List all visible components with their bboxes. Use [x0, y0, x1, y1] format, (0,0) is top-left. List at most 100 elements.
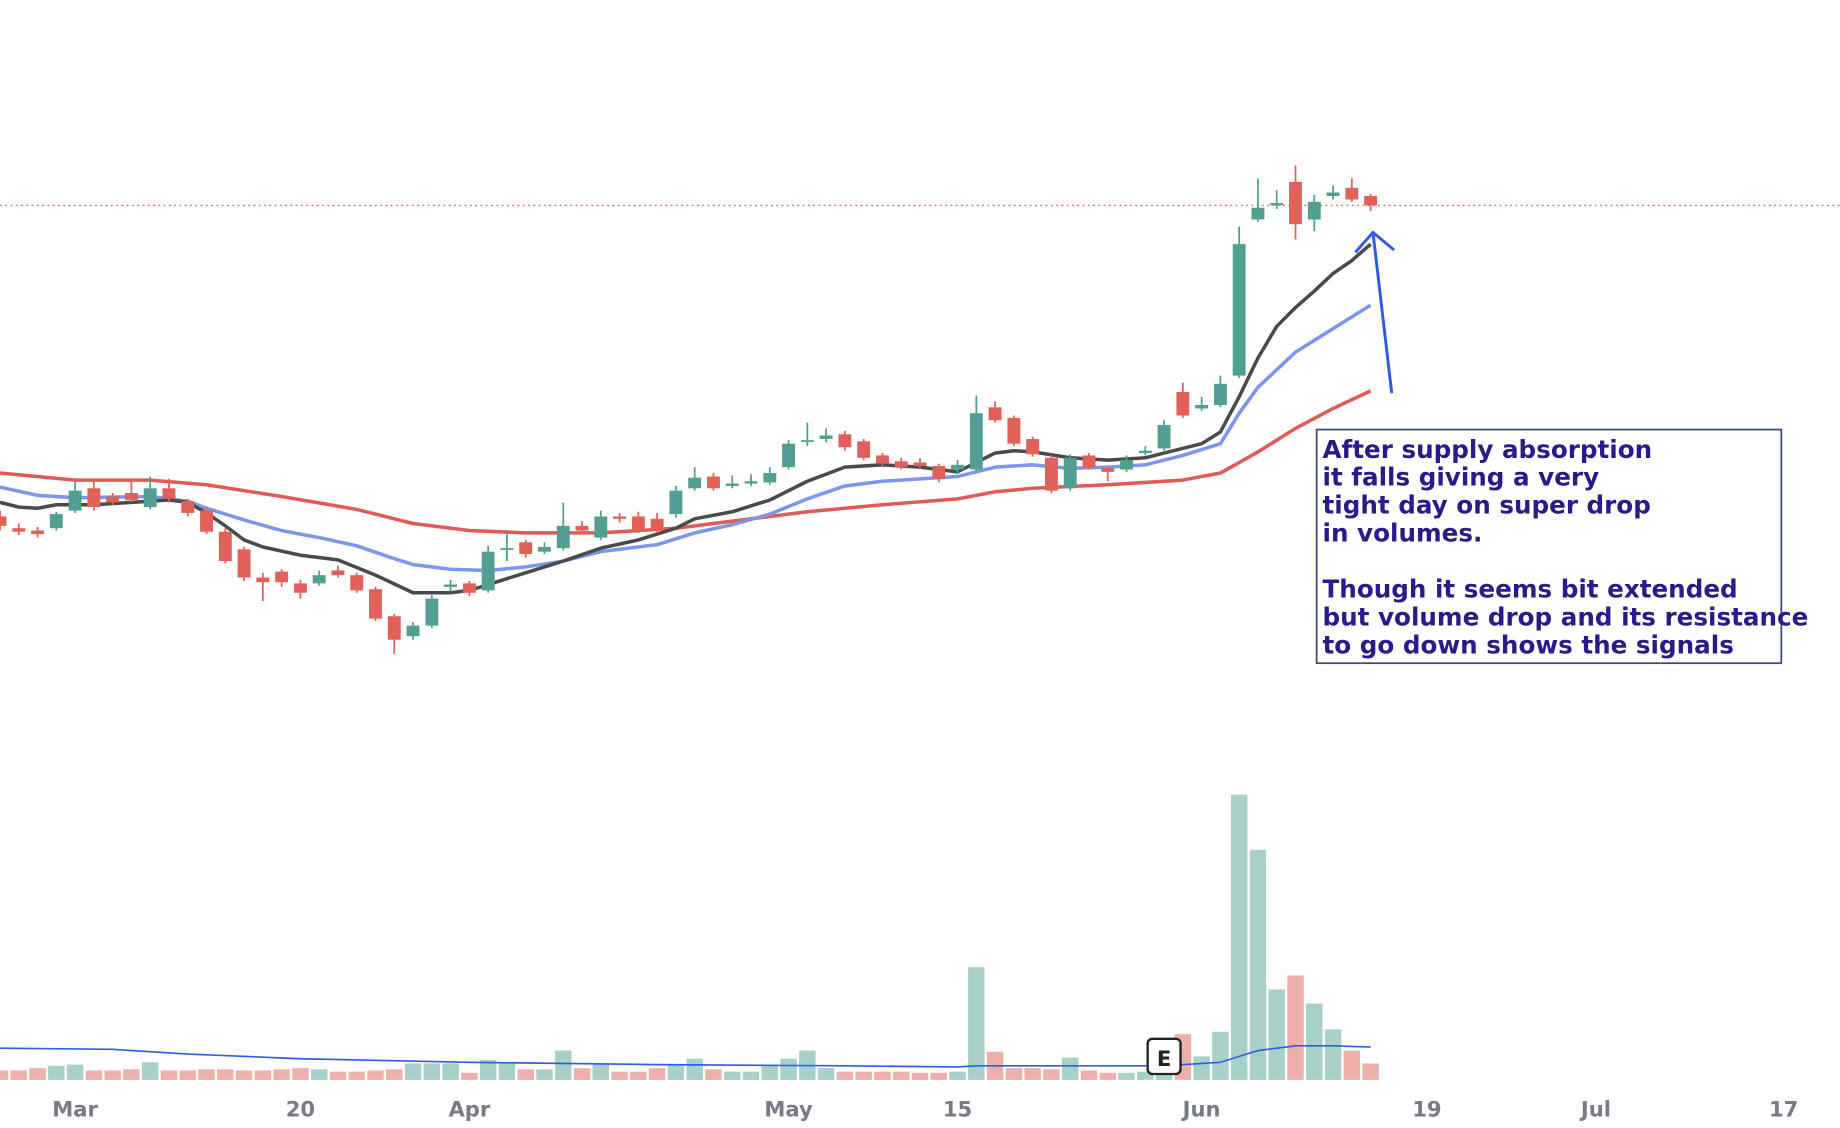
volume-bar	[1362, 1063, 1379, 1080]
x-tick-label: 20	[286, 1096, 315, 1121]
candle-body	[87, 488, 101, 508]
candle-body	[1101, 468, 1115, 472]
x-tick-label: 19	[1412, 1096, 1441, 1121]
volume-bar	[761, 1065, 779, 1080]
candle-body	[1157, 424, 1171, 449]
volume-bar	[235, 1070, 253, 1080]
volume-bar	[611, 1071, 628, 1080]
volume-bar	[705, 1069, 722, 1080]
candle-body	[1120, 460, 1133, 470]
volume-bar	[949, 1071, 966, 1080]
candle-body	[1326, 192, 1340, 197]
candle-body	[819, 435, 833, 439]
volume-bar	[555, 1050, 572, 1080]
candle-body	[1213, 383, 1227, 405]
volume-bar	[179, 1070, 196, 1080]
candle-body	[387, 616, 401, 640]
candle-body	[49, 514, 63, 529]
candle-body	[462, 583, 476, 593]
annotation-line: to go down shows the signals	[1323, 630, 1734, 659]
candle-body	[31, 530, 45, 535]
volume-bar	[85, 1070, 103, 1080]
candle-body	[1232, 244, 1246, 376]
candle-body	[782, 443, 796, 468]
candle-body	[594, 516, 608, 538]
earnings-marker	[1146, 1037, 1182, 1076]
volume-bar	[1099, 1072, 1116, 1080]
candle-body	[369, 589, 382, 619]
annotation-line: tight day on super drop	[1323, 491, 1651, 520]
candle-body	[312, 575, 326, 584]
volume-bar	[855, 1071, 872, 1080]
volume-bar	[1024, 1068, 1041, 1080]
volume-bar	[160, 1070, 178, 1080]
candle-body	[106, 496, 120, 503]
candle-body	[951, 464, 965, 470]
volume-bar	[911, 1072, 929, 1080]
volume-ma	[0, 1045, 1371, 1068]
candle-body	[707, 476, 720, 489]
volume-bar	[0, 1070, 9, 1080]
earnings-label: E	[1157, 1046, 1171, 1071]
candle-body	[1138, 450, 1152, 454]
candle-body	[237, 549, 251, 578]
volume-bar	[198, 1069, 215, 1080]
volume-bar	[479, 1059, 497, 1080]
volume-bar	[780, 1058, 797, 1080]
candle-body	[1364, 196, 1378, 206]
candle-body	[932, 465, 946, 479]
volume-bar	[742, 1071, 760, 1080]
volume-bar	[348, 1071, 365, 1080]
volume-bar	[442, 1063, 459, 1080]
candle-body	[969, 413, 983, 470]
volume-bar	[48, 1065, 65, 1080]
candle-body	[481, 551, 495, 591]
annotation-line: Though it seems bit extended	[1323, 574, 1738, 603]
volume-bar	[217, 1069, 234, 1080]
candle-body	[1270, 203, 1284, 206]
candle-body	[1026, 438, 1040, 455]
annotation-arrow	[1354, 230, 1396, 394]
volume-bar	[1324, 1029, 1342, 1080]
candle-body	[744, 481, 758, 484]
volume-bar	[536, 1069, 553, 1080]
volume-bar	[1230, 794, 1248, 1080]
volume-bar	[1193, 1056, 1210, 1080]
candle-body	[800, 440, 814, 442]
candle-body	[1007, 417, 1021, 444]
annotation-line: After supply absorption	[1323, 435, 1653, 464]
candle-body	[350, 575, 364, 591]
volume-bar	[517, 1069, 534, 1080]
arrow-path	[1354, 230, 1396, 394]
volume-bar	[1306, 1003, 1323, 1080]
candle-body	[1195, 404, 1209, 409]
candle-body	[988, 407, 1002, 421]
volume-bar	[1005, 1068, 1023, 1080]
volume-bar	[123, 1069, 140, 1080]
candle-body	[669, 490, 683, 515]
candle-body	[1289, 181, 1302, 225]
candle-body	[1063, 457, 1077, 489]
candle-body	[1251, 207, 1265, 220]
candle-body	[650, 518, 664, 531]
candle-body	[200, 510, 213, 532]
candle-body	[763, 473, 777, 483]
candle-body	[218, 531, 232, 562]
candle-body	[12, 528, 26, 532]
candle-body	[124, 492, 138, 501]
candle-body	[1082, 455, 1096, 468]
candle-body	[894, 461, 908, 468]
candle-body	[631, 516, 645, 531]
candle-body	[725, 483, 739, 486]
candle-body	[68, 490, 82, 511]
volume-bar	[254, 1070, 272, 1080]
candle-body	[0, 516, 7, 526]
moving-average	[0, 303, 1372, 573]
candle-body	[613, 516, 627, 519]
volume-bar	[1137, 1071, 1154, 1080]
x-tick-label: May	[764, 1096, 813, 1121]
volume-bar	[724, 1071, 741, 1080]
volume-bar	[592, 1063, 610, 1080]
volume-bar	[423, 1063, 441, 1080]
